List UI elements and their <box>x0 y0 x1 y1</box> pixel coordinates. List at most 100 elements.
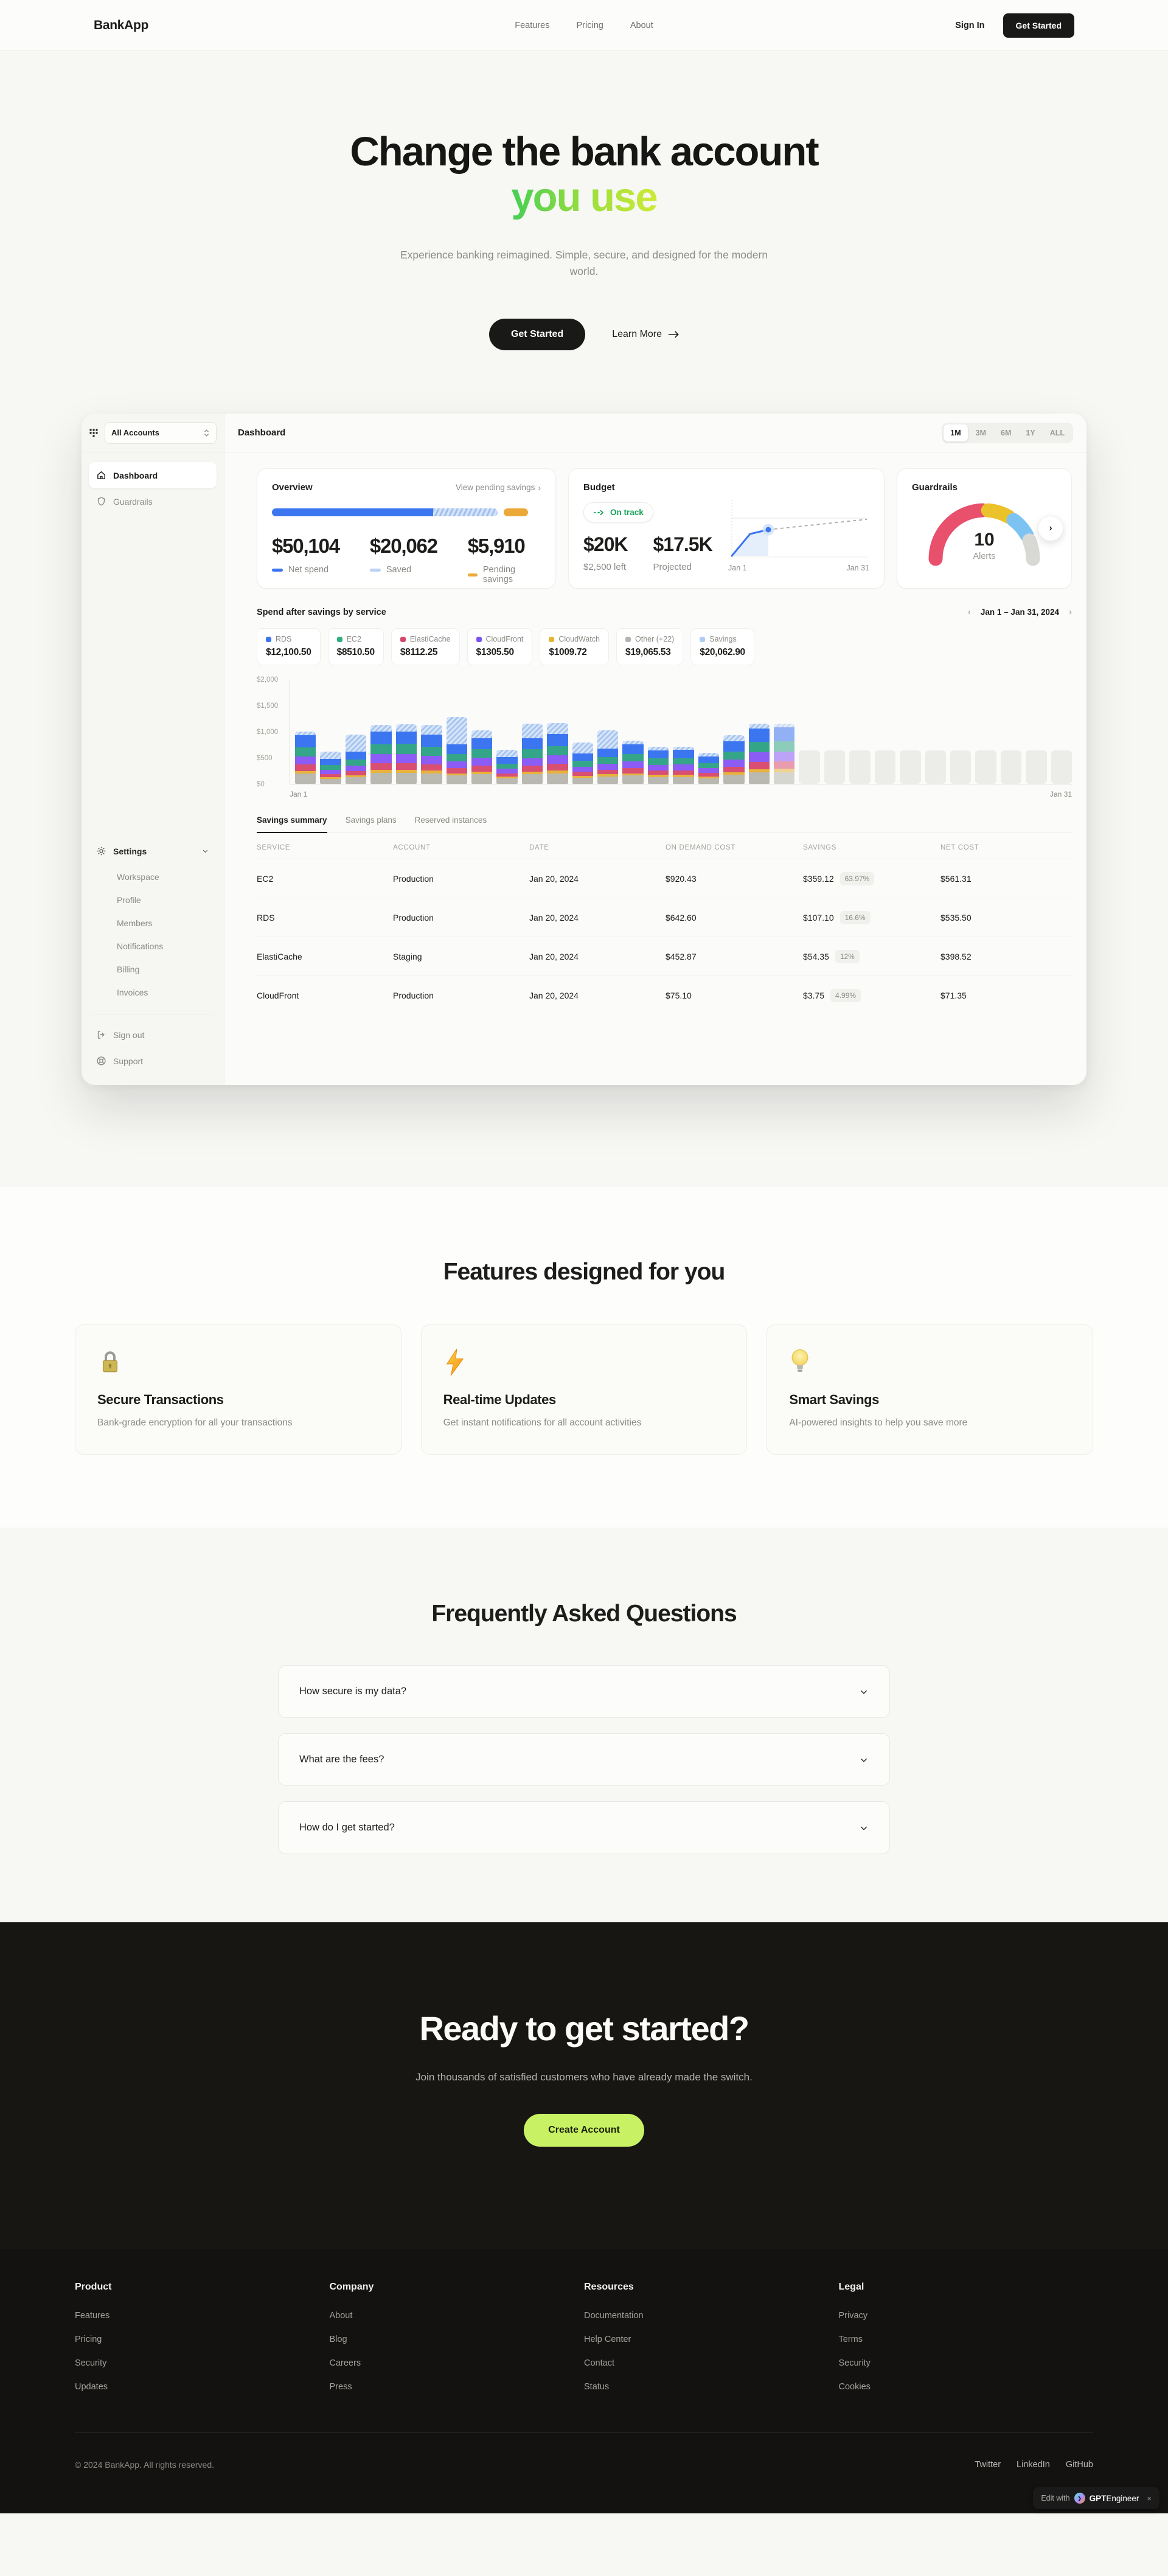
footer-link-status[interactable]: Status <box>584 2382 610 2392</box>
chip-cloudwatch[interactable]: CloudWatch $1009.72 <box>540 628 609 666</box>
footer-link-pricing[interactable]: Pricing <box>75 2335 102 2345</box>
create-account-button[interactable]: Create Account <box>524 2114 644 2147</box>
badge-close-icon[interactable]: × <box>1147 2493 1152 2503</box>
bulb-icon <box>789 1348 811 1376</box>
sidebar-item-label: Support <box>113 1056 144 1066</box>
social-link-linkedin[interactable]: LinkedIn <box>1017 2460 1050 2470</box>
range-3m[interactable]: 3M <box>975 428 987 437</box>
chevron-down-icon <box>859 1687 869 1697</box>
sidebar-item-invoices[interactable]: Invoices <box>117 988 148 998</box>
stat-value: $5,910 <box>467 535 526 558</box>
chip-cloudfront[interactable]: CloudFront $1305.50 <box>467 628 533 666</box>
footer-column-resources: Resources Documentation Help Center Cont… <box>584 2282 839 2406</box>
budget-amount-label: $2,500 left <box>583 562 627 573</box>
sidebar-item-settings[interactable]: Settings <box>89 838 217 864</box>
sidebar-item-sign-out[interactable]: Sign out <box>89 1022 217 1048</box>
faq-item-get-started[interactable]: How do I get started? <box>278 1801 890 1855</box>
footer-link-about[interactable]: About <box>329 2311 353 2321</box>
learn-more-label: Learn More <box>612 329 662 340</box>
hero-section: Change the bank account you use Experien… <box>0 51 1168 1085</box>
gptengineer-badge[interactable]: Edit with ❯ GPTEngineer × <box>1033 2487 1159 2510</box>
bar-placeholder <box>874 750 896 784</box>
footer-column-legal: Legal Privacy Terms Security Cookies <box>839 2282 1094 2406</box>
range-1m[interactable]: 1M <box>944 424 968 441</box>
cards-next-button[interactable]: › <box>1038 516 1063 542</box>
prev-period-button[interactable]: ‹ <box>967 607 971 618</box>
footer-column-title: Resources <box>584 2282 634 2293</box>
feature-desc: Get instant notifications for all accoun… <box>443 1418 642 1428</box>
footer-link-blog[interactable]: Blog <box>329 2335 347 2345</box>
nav-features[interactable]: Features <box>515 20 550 30</box>
guardrails-gauge <box>928 503 1040 566</box>
sidebar-item-support[interactable]: Support <box>89 1048 217 1074</box>
chip-other[interactable]: Other (+22) $19,065.53 <box>616 628 684 666</box>
chevron-down-icon <box>859 1823 869 1833</box>
sidebar-item-members[interactable]: Members <box>117 918 153 929</box>
budget-x-start: Jan 1 <box>728 564 747 573</box>
sidebar-item-label: Settings <box>113 846 147 856</box>
tab-savings-plans[interactable]: Savings plans <box>345 815 397 825</box>
chip-label: ElastiCache <box>409 635 451 644</box>
account-select[interactable]: All Accounts <box>105 421 217 444</box>
footer-link-privacy[interactable]: Privacy <box>838 2311 868 2321</box>
sidebar-item-dashboard[interactable]: Dashboard <box>89 462 217 489</box>
get-started-button-hero[interactable]: Get Started <box>488 319 586 351</box>
bar-placeholder <box>975 750 996 784</box>
sidebar-item-workspace[interactable]: Workspace <box>117 872 159 882</box>
chip-value: $19,065.53 <box>625 647 671 658</box>
dashed-arrow-icon <box>593 509 605 516</box>
faq-item-security[interactable]: How secure is my data? <box>278 1665 890 1719</box>
footer: Product Features Pricing Security Update… <box>0 2249 1168 2514</box>
feature-card-smart-savings: Smart Savings AI-powered insights to hel… <box>766 1324 1094 1455</box>
table-header: SERVICE ACCOUNT DATE ON DEMAND COST SAVINGS N… <box>257 833 1072 860</box>
chip-value: $12,100.50 <box>266 647 311 658</box>
chip-ec2[interactable]: EC2 $8510.50 <box>327 628 384 666</box>
chip-savings[interactable]: Savings $20,062.90 <box>690 628 754 666</box>
sidebar-item-profile[interactable]: Profile <box>117 895 141 905</box>
footer-link-press[interactable]: Press <box>329 2382 352 2392</box>
table-row[interactable]: ElastiCache Staging Jan 20, 2024 $452.87 $5… <box>257 937 1072 977</box>
time-range-control: 1M 3M 6M 1Y ALL <box>942 422 1073 443</box>
arrow-right-icon <box>668 330 679 339</box>
chip-elasticache[interactable]: ElastiCache $8112.25 <box>391 628 460 666</box>
range-all[interactable]: ALL <box>1049 428 1065 437</box>
footer-link-contact[interactable]: Contact <box>584 2358 614 2369</box>
view-pending-savings-link[interactable]: View pending savings › <box>456 483 541 493</box>
range-1y[interactable]: 1Y <box>1026 428 1035 437</box>
footer-link-features[interactable]: Features <box>75 2311 110 2321</box>
gear-icon <box>96 846 106 856</box>
footer-link-cookies[interactable]: Cookies <box>838 2382 871 2392</box>
tab-reserved-instances[interactable]: Reserved instances <box>414 815 487 825</box>
sidebar-item-guardrails[interactable]: Guardrails <box>89 488 217 514</box>
footer-link-legal-security[interactable]: Security <box>838 2358 871 2369</box>
learn-more-link[interactable]: Learn More <box>612 329 679 340</box>
footer-link-updates[interactable]: Updates <box>75 2382 108 2392</box>
table-row[interactable]: RDS Production Jan 20, 2024 $642.60 $107.10… <box>257 898 1072 938</box>
social-link-twitter[interactable]: Twitter <box>975 2460 1001 2470</box>
range-6m[interactable]: 6M <box>1001 428 1012 437</box>
nav-about[interactable]: About <box>630 20 653 30</box>
sign-in-link[interactable]: Sign In <box>955 20 985 30</box>
table-row[interactable]: CloudFront Production Jan 20, 2024 $75.10 $… <box>257 976 1072 1015</box>
dashboard-sidebar: Dashboard Guardrails Settings <box>82 452 224 1085</box>
faq-item-fees[interactable]: What are the fees? <box>278 1733 890 1787</box>
next-period-button[interactable]: › <box>1069 607 1072 618</box>
footer-link-careers[interactable]: Careers <box>329 2358 361 2369</box>
chevron-down-icon <box>859 1755 869 1765</box>
footer-link-documentation[interactable]: Documentation <box>584 2311 644 2321</box>
tab-savings-summary[interactable]: Savings summary <box>257 815 327 834</box>
nav-pricing[interactable]: Pricing <box>576 20 603 30</box>
progress-net-spend <box>272 508 434 517</box>
social-link-github[interactable]: GitHub <box>1065 2460 1093 2470</box>
footer-link-security[interactable]: Security <box>75 2358 107 2369</box>
footer-link-terms[interactable]: Terms <box>838 2335 863 2345</box>
bar-placeholder <box>1000 750 1022 784</box>
stat-value: $20,062 <box>369 535 438 558</box>
table-row[interactable]: EC2 Production Jan 20, 2024 $920.43 $359.12… <box>257 859 1072 899</box>
sidebar-item-billing[interactable]: Billing <box>117 964 140 975</box>
date-range-nav: ‹ Jan 1 – Jan 31, 2024 › <box>968 607 1072 617</box>
sidebar-item-notifications[interactable]: Notifications <box>117 941 164 952</box>
footer-link-help-center[interactable]: Help Center <box>584 2335 631 2345</box>
get-started-button-header[interactable]: Get Started <box>1003 13 1074 38</box>
chip-rds[interactable]: RDS $12,100.50 <box>257 628 321 666</box>
